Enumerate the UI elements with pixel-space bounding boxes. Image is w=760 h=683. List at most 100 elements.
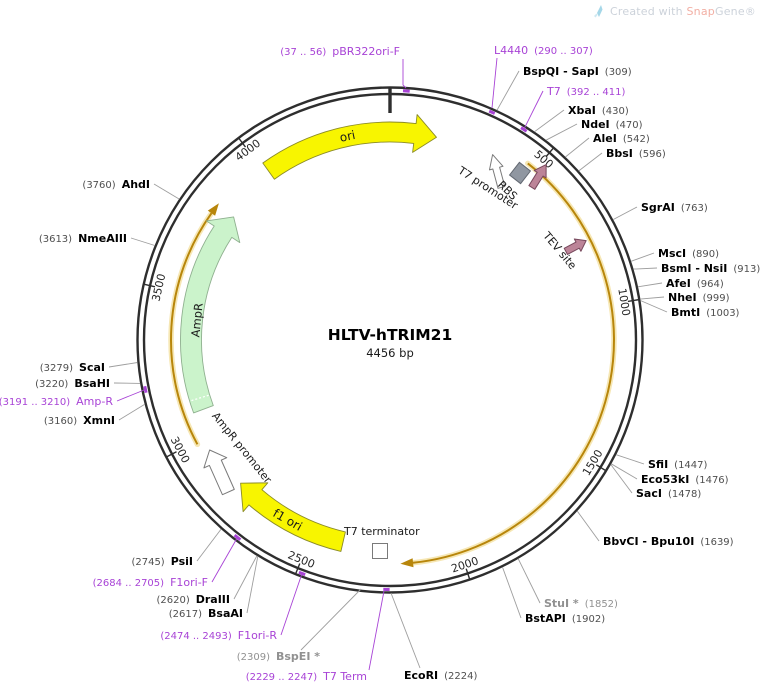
feature-label-ampr: AmpR <box>188 302 205 338</box>
enzyme-label-psii[interactable]: (2745) PsiI <box>131 555 193 568</box>
primer-marker-f1ori-r[interactable] <box>298 570 306 577</box>
leader-line <box>610 463 638 480</box>
plasmid-size: 4456 bp <box>366 346 414 360</box>
leader-line <box>390 592 421 669</box>
enzyme-label-scai[interactable]: (3279) ScaI <box>40 361 105 374</box>
enzyme-label-saci[interactable]: SacI (1478) <box>636 487 701 500</box>
feature-glyph-layer <box>198 153 590 559</box>
primer-label-t7[interactable]: T7 (392 .. 411) <box>546 85 626 98</box>
tick-4000 <box>237 137 247 148</box>
t7-terminator-box[interactable] <box>372 543 388 559</box>
leader-line <box>196 528 222 562</box>
snapgene-watermark: Created with SnapGene® <box>593 5 756 18</box>
tick-label-3500: 3500 <box>149 273 168 303</box>
orf-insert-arrowhead <box>400 558 414 568</box>
tick-label-1000: 1000 <box>615 287 632 317</box>
tev-site-arrow[interactable] <box>563 234 590 257</box>
tick-1500 <box>595 464 607 472</box>
enzyme-label-bstapi[interactable]: BstAPI (1902) <box>525 612 605 625</box>
tick-1000 <box>627 298 640 303</box>
leader-line <box>534 109 565 133</box>
feature-text-t7-terminator: T7 terminator <box>343 525 420 538</box>
primer-marker-l4440[interactable] <box>488 109 496 115</box>
feature-band-ampr[interactable] <box>180 216 241 414</box>
enzyme-label-draiii[interactable]: (2620) DraIII <box>156 593 230 606</box>
primer-label-f1ori-r[interactable]: (2474 .. 2493) F1ori-R <box>160 629 277 642</box>
backbone-layer <box>136 86 644 594</box>
orf-ampr-arc[interactable] <box>170 212 213 445</box>
leader-line <box>368 590 385 671</box>
enzyme-label-ahdi[interactable]: (3760) AhdI <box>82 178 150 191</box>
primer-label-amp-r[interactable]: (3191 .. 3210) Amp-R <box>0 395 113 408</box>
primer-label-l4440[interactable]: L4440 (290 .. 307) <box>494 44 593 57</box>
leader-line <box>211 537 238 583</box>
primer-marker-pbr322ori-f[interactable] <box>402 89 410 93</box>
enzyme-label-xbai[interactable]: XbaI (430) <box>568 104 629 117</box>
leader-line <box>545 123 578 141</box>
leader-line <box>610 464 633 494</box>
leader-line <box>491 57 498 109</box>
leader-line <box>640 300 668 313</box>
enzyme-label-msci[interactable]: MscI (890) <box>658 247 719 260</box>
primer-marker-t7[interactable] <box>520 126 528 133</box>
snapgene-icon <box>594 5 603 18</box>
feature-label-ori: ori <box>338 128 356 145</box>
enzyme-label-bspqi-sapi[interactable]: BspQI - SapI (309) <box>523 65 632 78</box>
leader-line <box>130 237 155 246</box>
leader-line <box>576 510 600 542</box>
primer-label-pbr322ori-f[interactable]: (37 .. 56) pBR322ori-F <box>280 45 400 58</box>
tick-label-3000: 3000 <box>168 434 192 465</box>
t7-promoter-arrow[interactable] <box>486 153 508 189</box>
orf-arc-layer <box>168 160 617 568</box>
tick-500 <box>545 146 555 157</box>
leader-line-layer <box>108 57 668 671</box>
enzyme-label-stui[interactable]: StuI * (1852) <box>544 597 618 610</box>
enzyme-label-sfii[interactable]: SfiI (1447) <box>648 458 708 471</box>
leader-line <box>517 558 541 604</box>
feature-band-ori[interactable] <box>262 114 437 180</box>
leader-line <box>116 389 146 402</box>
feature-band-f1-ori[interactable] <box>240 482 346 552</box>
leader-line <box>280 573 303 636</box>
leader-line <box>630 252 655 262</box>
leader-line <box>637 282 663 288</box>
leader-line <box>153 183 180 200</box>
enzyme-label-ecori[interactable]: EcoRI (2224) <box>404 669 478 682</box>
enzyme-label-bsahi[interactable]: (3220) BsaHI <box>35 377 110 390</box>
leader-line <box>246 556 259 614</box>
enzyme-label-alei[interactable]: AleI (542) <box>593 132 650 145</box>
backbone-outer-ring <box>136 86 644 594</box>
leader-line <box>578 152 603 172</box>
rbs-box[interactable] <box>508 161 532 185</box>
enzyme-label-sgrai[interactable]: SgrAI (763) <box>641 201 708 214</box>
ampr-promoter-arrow[interactable] <box>198 445 240 497</box>
enzyme-label-eco53ki[interactable]: Eco53kI (1476) <box>641 473 729 486</box>
cds-marker-arrow[interactable] <box>526 161 552 191</box>
enzyme-label-bbvci-bpu10i[interactable]: BbvCI - Bpu10I (1639) <box>603 535 734 548</box>
enzyme-label-bsaai[interactable]: (2617) BsaAI <box>169 607 243 620</box>
leader-line <box>118 403 146 421</box>
primer-label-f1ori-f[interactable]: (2684 .. 2705) F1ori-F <box>93 576 208 589</box>
orf-insert-arc[interactable] <box>412 162 615 564</box>
primer-label-t7-term[interactable]: (2229 .. 2247) T7 Term <box>246 670 367 683</box>
primer-marker-amp-r[interactable] <box>143 385 148 394</box>
enzyme-label-bbsi[interactable]: BbsI (596) <box>606 147 666 160</box>
enzyme-label-xmni[interactable]: (3160) XmnI <box>44 414 115 427</box>
enzyme-label-nmeaiii[interactable]: (3613) NmeAIII <box>39 232 127 245</box>
watermark-text: Created with SnapGene® <box>610 5 756 18</box>
enzyme-label-ndei[interactable]: NdeI (470) <box>581 118 643 131</box>
enzyme-label-afei[interactable]: AfeI (964) <box>666 277 724 290</box>
leader-line <box>108 362 138 368</box>
enzyme-label-bsmi-nsii[interactable]: BsmI - NsiI (913) <box>661 262 760 275</box>
leader-line <box>402 59 407 89</box>
leader-line <box>565 137 590 158</box>
primer-marker-layer <box>143 89 528 591</box>
leader-line <box>300 588 362 651</box>
tick-2500 <box>294 563 301 575</box>
tick-label-2500: 2500 <box>286 549 317 572</box>
enzyme-label-nhei[interactable]: NheI (999) <box>668 291 730 304</box>
enzyme-label-bspei[interactable]: (2309) BspEI * <box>237 650 321 663</box>
enzyme-label-bmti[interactable]: BmtI (1003) <box>671 306 740 319</box>
